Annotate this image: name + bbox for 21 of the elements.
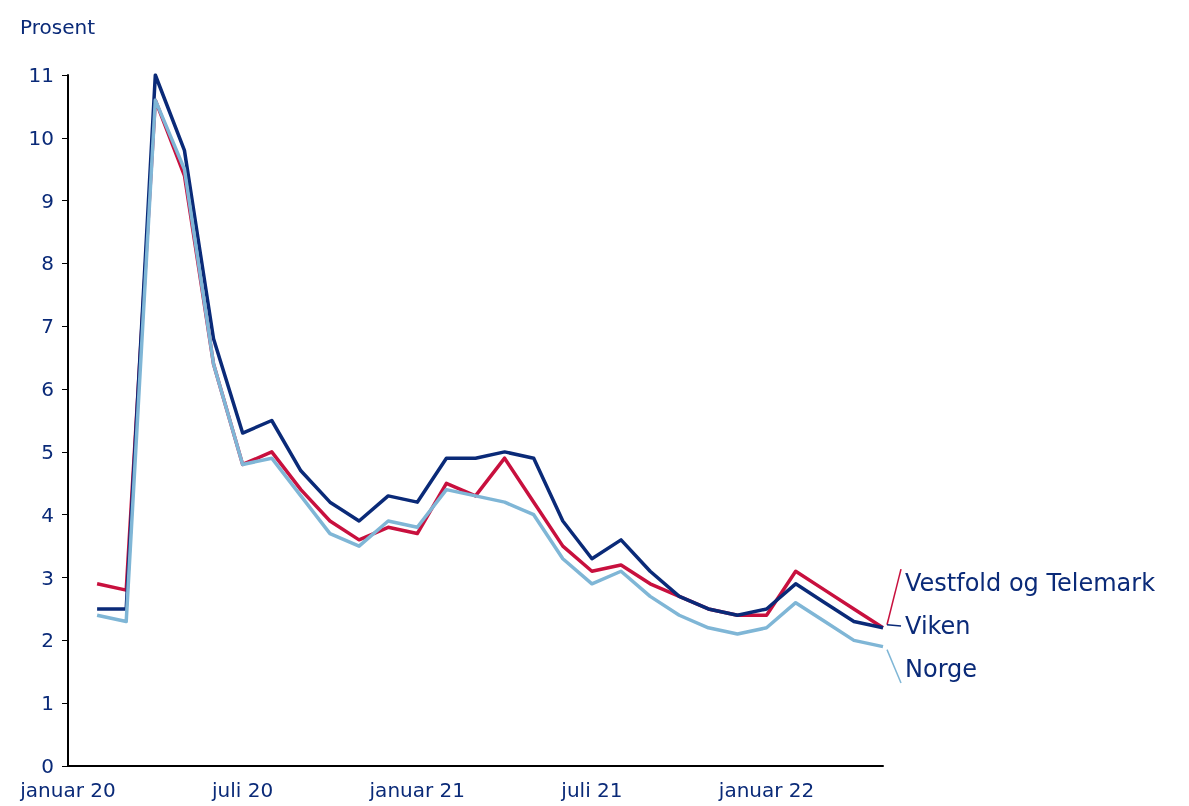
y-tick-label: 8 <box>41 251 54 276</box>
y-tick-label: 9 <box>41 188 54 213</box>
legend-label: Viken <box>905 612 971 641</box>
y-tick-label: 10 <box>28 125 54 150</box>
y-axis-title: Prosent <box>20 15 96 39</box>
x-tick-label: juli 20 <box>211 778 274 802</box>
y-tick-label: 1 <box>41 691 54 716</box>
y-tick-label: 4 <box>41 502 54 527</box>
x-tick-label: januar 20 <box>19 778 116 802</box>
y-tick-label: 3 <box>41 565 54 590</box>
legend-label: Norge <box>905 655 978 684</box>
x-tick-label: januar 22 <box>717 778 815 802</box>
y-tick-label: 5 <box>41 439 54 464</box>
y-tick-label: 11 <box>28 63 54 87</box>
legend-label: Vestfold og Telemark <box>905 569 1156 598</box>
y-tick-label: 0 <box>41 754 54 778</box>
y-tick-label: 7 <box>41 314 54 339</box>
y-tick-label: 6 <box>41 377 54 402</box>
x-tick-label: januar 21 <box>368 778 466 802</box>
x-tick-label: juli 21 <box>560 778 623 802</box>
y-tick-label: 2 <box>41 628 54 653</box>
